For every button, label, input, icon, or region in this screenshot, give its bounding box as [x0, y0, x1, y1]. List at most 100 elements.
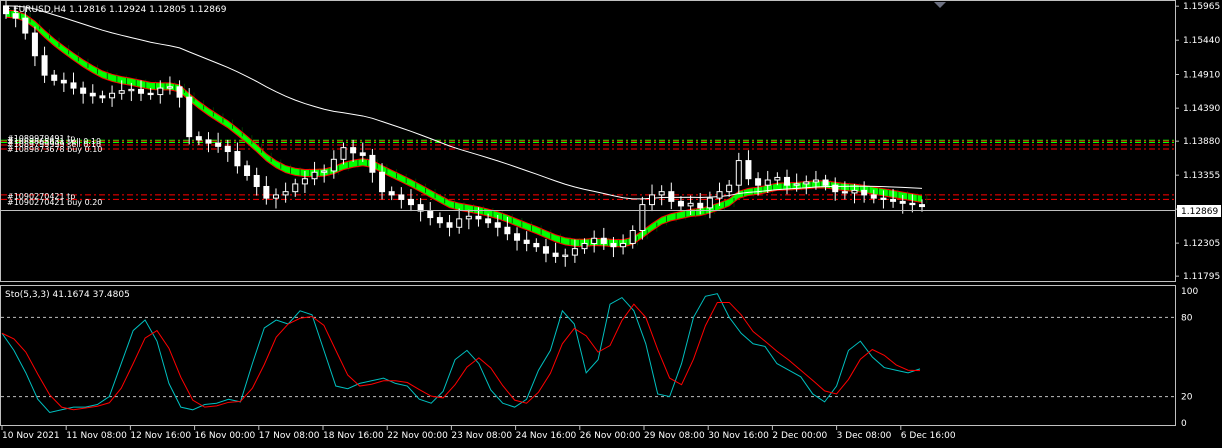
- shift-marker-icon[interactable]: [934, 2, 946, 8]
- candle-body[interactable]: [649, 194, 656, 206]
- candle-body[interactable]: [118, 90, 125, 94]
- candle-body[interactable]: [176, 86, 183, 98]
- candle-body[interactable]: [22, 17, 29, 34]
- candle-body[interactable]: [851, 189, 858, 194]
- candle-body[interactable]: [12, 13, 19, 19]
- candle-body[interactable]: [861, 189, 868, 196]
- candle-body[interactable]: [417, 204, 424, 212]
- candle-body[interactable]: [620, 242, 627, 248]
- candle-body[interactable]: [832, 184, 839, 193]
- candle-body[interactable]: [436, 217, 443, 224]
- candle-body[interactable]: [31, 32, 38, 57]
- candle-body[interactable]: [369, 154, 376, 173]
- candle-body[interactable]: [379, 171, 386, 193]
- candle-body[interactable]: [263, 185, 270, 199]
- candle-body[interactable]: [909, 202, 916, 206]
- candle-body[interactable]: [51, 74, 58, 81]
- candle-body[interactable]: [571, 248, 578, 256]
- candle-body[interactable]: [735, 160, 742, 186]
- candle-body[interactable]: [890, 198, 897, 202]
- candle-body[interactable]: [70, 82, 77, 89]
- candle-body[interactable]: [562, 254, 569, 257]
- candle-body[interactable]: [639, 204, 646, 232]
- candle-body[interactable]: [388, 191, 395, 196]
- candle-body[interactable]: [407, 198, 414, 206]
- candle-body[interactable]: [841, 191, 848, 194]
- candle-body[interactable]: [494, 222, 501, 228]
- candle-body[interactable]: [282, 191, 289, 196]
- candle-body[interactable]: [340, 147, 347, 160]
- candle-body[interactable]: [745, 160, 752, 180]
- candle-body[interactable]: [591, 237, 598, 244]
- candle-body[interactable]: [822, 179, 829, 186]
- candle-body[interactable]: [668, 191, 675, 202]
- candle-body[interactable]: [784, 176, 791, 186]
- candle-body[interactable]: [552, 252, 559, 257]
- candle-body[interactable]: [485, 218, 492, 224]
- candle-body[interactable]: [427, 210, 434, 219]
- candle-body[interactable]: [244, 165, 251, 176]
- candle-body[interactable]: [726, 184, 733, 193]
- candle-body[interactable]: [205, 139, 212, 144]
- candle-body[interactable]: [157, 87, 164, 96]
- candle-body[interactable]: [301, 178, 308, 185]
- candle-body[interactable]: [610, 242, 617, 248]
- candle-body[interactable]: [706, 197, 713, 209]
- candle-body[interactable]: [128, 88, 135, 92]
- candle-body[interactable]: [812, 179, 819, 183]
- candle-body[interactable]: [147, 92, 154, 96]
- candle-body[interactable]: [697, 202, 704, 209]
- candle-body[interactable]: [504, 226, 511, 235]
- candle-body[interactable]: [687, 202, 694, 207]
- candle-body[interactable]: [870, 194, 877, 199]
- candle-body[interactable]: [60, 79, 67, 84]
- candle-body[interactable]: [253, 174, 260, 187]
- candle-body[interactable]: [629, 230, 636, 244]
- candle-body[interactable]: [109, 92, 116, 99]
- candle-body[interactable]: [793, 183, 800, 186]
- candle-body[interactable]: [186, 96, 193, 138]
- candle-body[interactable]: [514, 233, 521, 241]
- candle-body[interactable]: [919, 204, 925, 208]
- candle-body[interactable]: [465, 215, 472, 220]
- candle-body[interactable]: [398, 194, 405, 200]
- candle-body[interactable]: [321, 170, 328, 173]
- candle-body[interactable]: [774, 176, 781, 181]
- candle-body[interactable]: [446, 222, 453, 228]
- price-tick-label: 1.14390: [1183, 104, 1220, 114]
- candle-body[interactable]: [80, 87, 87, 94]
- candle-body[interactable]: [195, 136, 202, 141]
- candle-body[interactable]: [803, 181, 810, 185]
- candle-body[interactable]: [899, 200, 906, 204]
- candle-body[interactable]: [764, 179, 771, 186]
- candle-body[interactable]: [523, 239, 530, 244]
- candle-body[interactable]: [166, 86, 173, 89]
- candle-body[interactable]: [89, 92, 96, 97]
- candle-body[interactable]: [456, 218, 463, 228]
- candle-body[interactable]: [292, 183, 299, 193]
- candle-body[interactable]: [359, 152, 366, 156]
- candle-body[interactable]: [234, 151, 241, 167]
- candle-body[interactable]: [600, 237, 607, 244]
- candle-body[interactable]: [41, 55, 48, 76]
- candle-body[interactable]: [475, 215, 482, 220]
- candle-body[interactable]: [137, 88, 144, 94]
- candle-body[interactable]: [716, 191, 723, 199]
- candle-body[interactable]: [99, 95, 106, 99]
- candle-body[interactable]: [677, 200, 684, 207]
- dropdown-arrow-icon[interactable]: [4, 8, 10, 12]
- candle-body[interactable]: [533, 242, 540, 248]
- candle-body[interactable]: [224, 145, 231, 153]
- candle-body[interactable]: [215, 142, 222, 147]
- candle-body[interactable]: [272, 194, 279, 199]
- candle-body[interactable]: [350, 147, 357, 154]
- candle-body[interactable]: [755, 178, 762, 186]
- candle-body[interactable]: [581, 242, 588, 250]
- candle-body[interactable]: [330, 158, 337, 172]
- candle-body[interactable]: [311, 171, 318, 180]
- candles[interactable]: [3, 0, 925, 267]
- candle-body[interactable]: [880, 197, 887, 200]
- candle-body[interactable]: [542, 246, 549, 254]
- candle-body[interactable]: [658, 191, 665, 196]
